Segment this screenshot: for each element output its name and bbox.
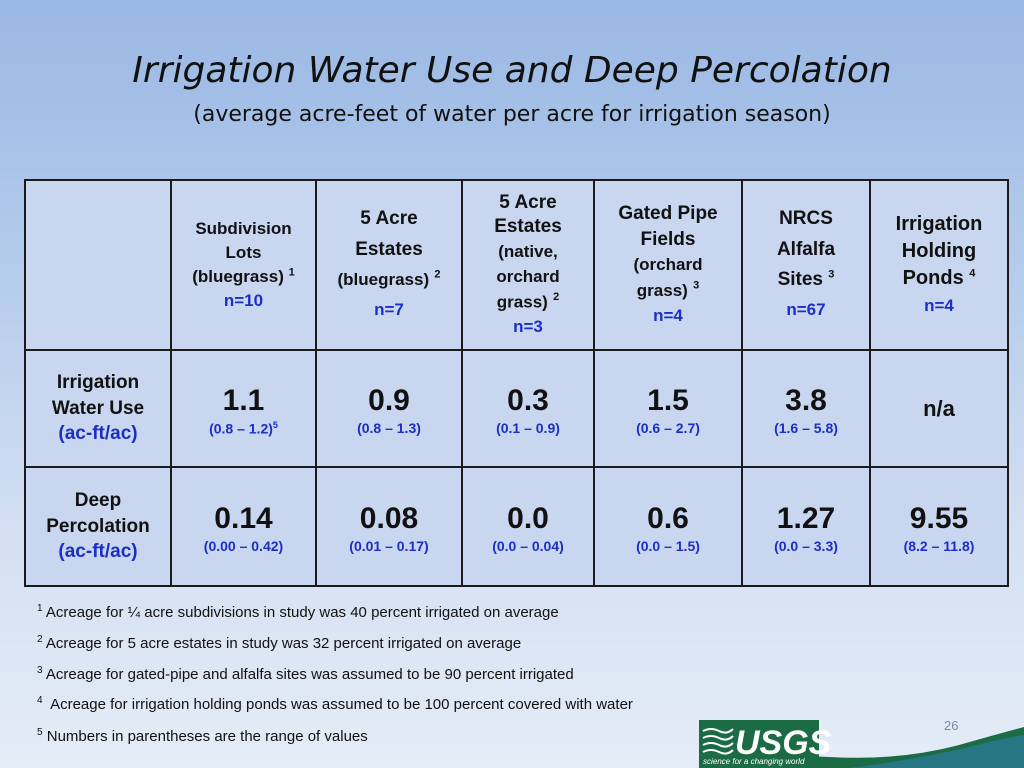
col-header-irrigation-holding-ponds: Irrigation Holding Ponds 4 n=4 <box>869 179 1009 351</box>
sample-size: n=3 <box>513 316 543 336</box>
svg-text:USGS: USGS <box>735 724 832 762</box>
footnote-3: 3 Acreage for gated-pipe and alfalfa sit… <box>37 665 574 683</box>
col-header-5-acre-estates-native: 5 Acre Estates (native, orchard grass) 2 n… <box>461 179 595 351</box>
footnote-5: 5 Numbers in parentheses are the range o… <box>37 727 368 745</box>
value-cell: 0.0 (0.0 – 0.04) <box>461 466 595 587</box>
slide-title: Irrigation Water Use and Deep Percolatio… <box>132 50 892 91</box>
footnote-4: 4 Acreage for irrigation holding ponds w… <box>37 695 633 713</box>
value-cell: 0.9 (0.8 – 1.3) <box>315 349 463 468</box>
sample-size: n=67 <box>786 300 826 320</box>
table-row-irrigation-water-use: Irrigation Water Use (ac-ft/ac) 1.1 (0.8 … <box>24 349 1009 468</box>
sample-size: n=4 <box>924 296 954 315</box>
svg-text:science for a changing world: science for a changing world <box>703 757 805 766</box>
value-cell: 1.27 (0.0 – 3.3) <box>741 466 871 587</box>
col-header-gated-pipe-fields: Gated Pipe Fields (orchard grass) 3 n=4 <box>593 179 743 351</box>
slide-number: 26 <box>944 718 959 733</box>
row-label-deep-percolation: Deep Percolation (ac-ft/ac) <box>24 466 172 587</box>
data-table: Subdivision Lots (bluegrass) 1 n=10 5 Acr… <box>24 179 1009 587</box>
corner-cell <box>24 179 172 351</box>
table-row-deep-percolation: Deep Percolation (ac-ft/ac) 0.14 (0.00 – … <box>24 466 1009 587</box>
value-cell: 1.1 (0.8 – 1.2)5 <box>170 349 317 468</box>
footnote-1: 1 Acreage for ¼ acre subdivisions in stu… <box>37 603 559 621</box>
col-header-subdivision-lots: Subdivision Lots (bluegrass) 1 n=10 <box>170 179 317 351</box>
usgs-logo: USGS science for a changing world <box>699 720 1024 768</box>
table-header-row: Subdivision Lots (bluegrass) 1 n=10 5 Acr… <box>24 179 1009 351</box>
value-cell: 0.08 (0.01 – 0.17) <box>315 466 463 587</box>
value-cell: n/a <box>869 349 1009 468</box>
row-label-irrigation-water-use: Irrigation Water Use (ac-ft/ac) <box>24 349 172 468</box>
sample-size: n=4 <box>653 306 683 326</box>
col-header-nrcs-alfalfa-sites: NRCS Alfalfa Sites 3 n=67 <box>741 179 871 351</box>
sample-size: n=10 <box>223 290 264 310</box>
col-header-5-acre-estates-bluegrass: 5 Acre Estates (bluegrass) 2 n=7 <box>315 179 463 351</box>
value-cell: 3.8 (1.6 – 5.8) <box>741 349 871 468</box>
value-cell: 9.55 (8.2 – 11.8) <box>869 466 1009 587</box>
slide-subtitle: (average acre-feet of water per acre for… <box>193 102 831 127</box>
value-cell: 0.3 (0.1 – 0.9) <box>461 349 595 468</box>
footnote-2: 2 Acreage for 5 acre estates in study wa… <box>37 634 522 652</box>
sample-size: n=7 <box>374 300 404 320</box>
value-cell: 0.14 (0.00 – 0.42) <box>170 466 317 587</box>
value-cell: 0.6 (0.0 – 1.5) <box>593 466 743 587</box>
value-cell: 1.5 (0.6 – 2.7) <box>593 349 743 468</box>
